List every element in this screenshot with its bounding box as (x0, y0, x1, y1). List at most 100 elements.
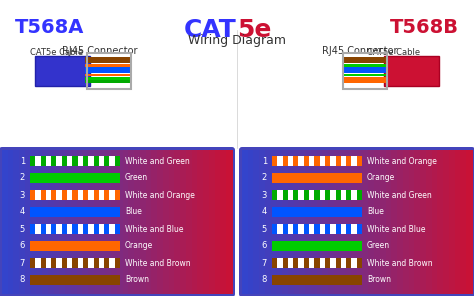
Text: White and Orange: White and Orange (125, 191, 195, 200)
FancyBboxPatch shape (0, 147, 235, 296)
Bar (30, 258, 120, 268)
Bar (30, 224, 35, 234)
Bar (134, 150, 141, 294)
Bar (357, 190, 362, 200)
Bar (254, 150, 260, 294)
Bar (363, 150, 370, 294)
Bar (380, 150, 387, 294)
Text: 8: 8 (262, 276, 267, 284)
Bar (276, 150, 283, 294)
Bar (259, 150, 266, 294)
Bar (392, 150, 398, 294)
Bar (374, 150, 381, 294)
Bar (35, 56, 90, 86)
Bar (293, 156, 299, 166)
Bar (334, 150, 341, 294)
Bar (73, 224, 78, 234)
Bar (304, 224, 309, 234)
Text: Blue: Blue (125, 207, 142, 216)
Bar (41, 258, 46, 268)
Bar (432, 150, 438, 294)
Bar (25, 150, 32, 294)
Bar (13, 150, 20, 294)
Bar (51, 258, 56, 268)
Bar (128, 150, 135, 294)
Bar (311, 150, 318, 294)
Bar (83, 156, 88, 166)
Bar (336, 190, 341, 200)
Bar (152, 150, 158, 294)
Bar (123, 150, 129, 294)
Text: Orange: Orange (125, 242, 153, 250)
Bar (325, 258, 330, 268)
Text: 5: 5 (20, 224, 25, 234)
Bar (272, 190, 277, 200)
Bar (272, 207, 362, 217)
Bar (293, 224, 299, 234)
Bar (19, 150, 26, 294)
Bar (357, 150, 364, 294)
Text: Brown: Brown (125, 276, 149, 284)
Bar (180, 150, 187, 294)
Bar (85, 60, 130, 63)
Bar (169, 150, 175, 294)
Bar (93, 156, 99, 166)
Bar (443, 150, 450, 294)
Bar (104, 156, 109, 166)
Text: RJ45 Connector: RJ45 Connector (322, 46, 398, 56)
Bar (272, 156, 362, 166)
Bar (104, 190, 109, 200)
Bar (174, 150, 181, 294)
Bar (115, 190, 120, 200)
Bar (336, 156, 341, 166)
Text: White and Blue: White and Blue (367, 224, 426, 234)
Bar (60, 150, 66, 294)
Bar (163, 150, 170, 294)
Text: T568B: T568B (390, 18, 458, 37)
Bar (283, 190, 288, 200)
Bar (426, 150, 433, 294)
Text: CAT5e Cable: CAT5e Cable (367, 48, 420, 57)
Text: 7: 7 (19, 258, 25, 268)
Bar (272, 275, 362, 285)
Bar (466, 150, 473, 294)
Bar (94, 150, 101, 294)
Text: White and Green: White and Green (367, 191, 432, 200)
Bar (288, 150, 295, 294)
Text: White and Green: White and Green (125, 157, 190, 165)
Bar (265, 150, 272, 294)
Bar (294, 150, 301, 294)
Bar (344, 74, 386, 76)
Bar (30, 275, 120, 285)
Bar (344, 70, 386, 73)
Bar (282, 150, 289, 294)
Bar (322, 150, 329, 294)
Bar (226, 150, 233, 294)
Bar (62, 190, 67, 200)
Bar (346, 150, 352, 294)
Bar (357, 258, 362, 268)
Bar (51, 190, 56, 200)
Bar (65, 150, 72, 294)
Bar (77, 150, 83, 294)
Bar (209, 150, 216, 294)
Bar (115, 258, 120, 268)
Bar (203, 150, 210, 294)
Bar (455, 150, 462, 294)
Bar (30, 258, 35, 268)
Text: Orange: Orange (367, 173, 395, 183)
Bar (293, 258, 299, 268)
Bar (272, 224, 277, 234)
Bar (461, 150, 467, 294)
FancyBboxPatch shape (239, 147, 474, 296)
Text: Blue: Blue (367, 207, 384, 216)
Bar (104, 258, 109, 268)
Text: Green: Green (367, 242, 390, 250)
Bar (115, 224, 120, 234)
Bar (344, 67, 386, 70)
Bar (346, 224, 351, 234)
Bar (368, 150, 375, 294)
Bar (283, 156, 288, 166)
Bar (85, 77, 130, 80)
Bar (41, 156, 46, 166)
